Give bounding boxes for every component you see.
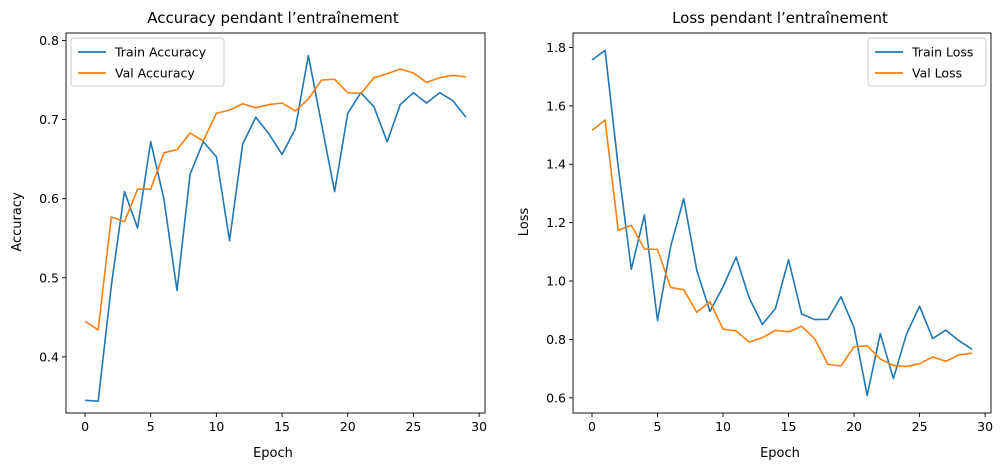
legend: Train Loss Val Loss [867, 37, 987, 87]
y-tick-label: 0.5 [39, 270, 59, 285]
x-tick-label: 0 [588, 419, 596, 434]
y-tick-label: 0.6 [39, 191, 59, 206]
y-tick-label: 0.8 [546, 332, 566, 347]
legend-box [867, 37, 987, 87]
axes-frame [572, 32, 992, 414]
loss-plot-area: 0 5 10 15 20 25 30 0.6 0.8 1.0 1.2 1.4 1.6 1.8 Train L… [546, 32, 993, 434]
y-tick-label: 1.0 [546, 274, 566, 289]
loss-chart: Loss pendant l’entraînement 0 5 10 15 20 25 30… [517, 9, 993, 461]
legend-box [70, 37, 225, 87]
x-tick-label: 15 [274, 419, 290, 434]
x-axis-label: Epoch [760, 446, 800, 461]
y-tick-label: 0.4 [39, 349, 59, 364]
axes-frame [65, 32, 486, 414]
y-tick-label: 0.8 [39, 33, 59, 48]
accuracy-chart: Accuracy pendant l’entraînement 0 5 10 15 20… [10, 9, 487, 461]
x-tick-label: 5 [654, 419, 662, 434]
y-tick-label: 1.2 [546, 215, 566, 230]
y-tick-label: 1.4 [546, 157, 566, 172]
chart-title: Accuracy pendant l’entraînement [147, 9, 399, 27]
legend-label: Train Loss [911, 45, 973, 60]
x-tick-label: 15 [781, 419, 797, 434]
y-tick-label: 1.8 [546, 40, 566, 55]
x-tick-label: 30 [471, 419, 487, 434]
x-tick-label: 30 [977, 419, 993, 434]
x-tick-label: 10 [715, 419, 731, 434]
x-tick-label: 25 [912, 419, 928, 434]
x-tick-label: 20 [340, 419, 356, 434]
x-axis-label: Epoch [253, 446, 293, 461]
y-axis-label: Accuracy [10, 192, 25, 252]
y-tick-label: 0.7 [39, 112, 59, 127]
x-tick-label: 20 [846, 419, 862, 434]
y-tick-label: 1.6 [546, 98, 566, 113]
series-line [84, 68, 467, 331]
chart-title: Loss pendant l’entraînement [672, 9, 888, 27]
legend-label: Train Accuracy [114, 45, 207, 60]
y-axis-label: Loss [517, 208, 532, 237]
series-line [85, 54, 467, 402]
x-tick-label: 10 [208, 419, 224, 434]
x-tick-label: 5 [147, 419, 155, 434]
x-tick-label: 25 [405, 419, 421, 434]
legend: Train Accuracy Val Accuracy [70, 37, 225, 87]
x-tick-label: 0 [81, 419, 89, 434]
series-line [591, 49, 973, 397]
legend-label: Val Accuracy [115, 66, 195, 81]
legend-label: Val Loss [912, 66, 962, 81]
y-tick-label: 0.6 [546, 390, 566, 405]
series-line [591, 119, 973, 368]
accuracy-plot-area: 0 5 10 15 20 25 30 0.4 0.5 0.6 0.7 0.8 Train Accurac… [39, 32, 487, 434]
